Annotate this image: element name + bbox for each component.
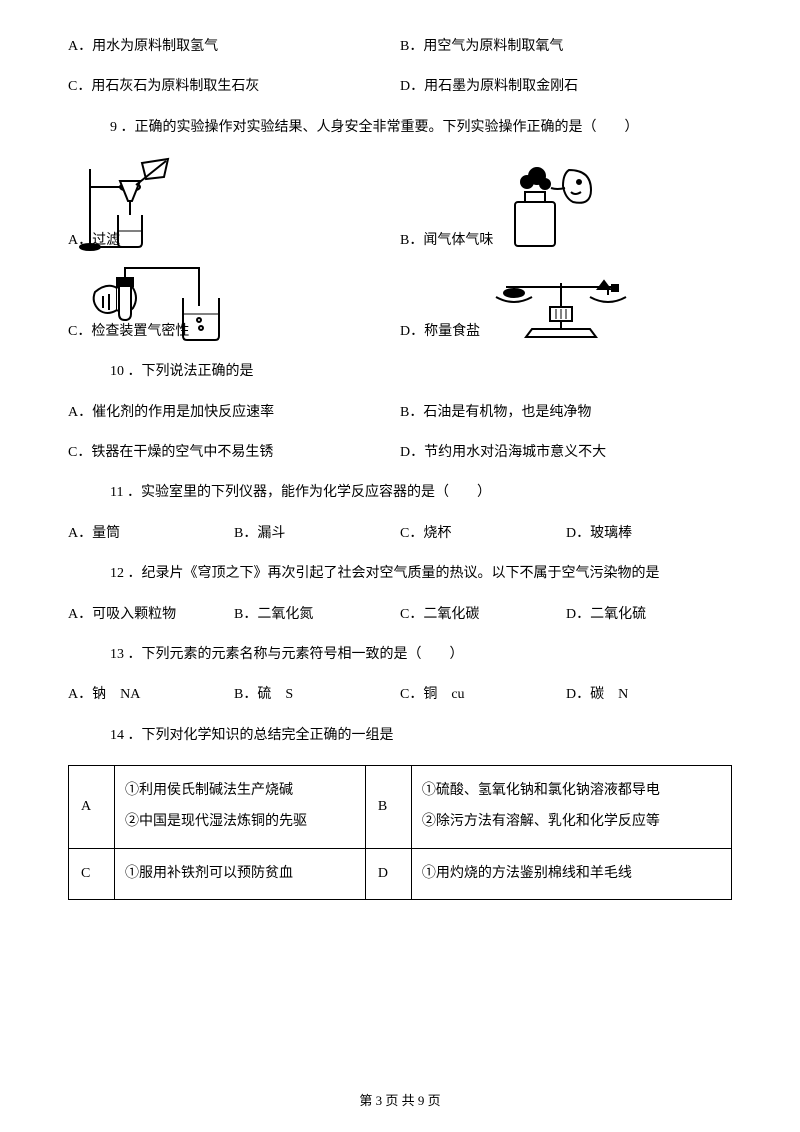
q10-opt-d: D．节约用水对沿海城市意义不大 bbox=[400, 442, 732, 464]
q12-opt-c: C．二氧化碳 bbox=[400, 604, 566, 626]
q14-d-l1: ①用灼烧的方法鉴别棉线和羊毛线 bbox=[422, 859, 721, 890]
q14-c-l1: ①服用补铁剂可以预防贫血 bbox=[125, 859, 355, 890]
q9-opt-b: B．闻气体气味 bbox=[400, 230, 493, 252]
table-row: C ①服用补铁剂可以预防贫血 D ①用灼烧的方法鉴别棉线和羊毛线 bbox=[69, 848, 732, 900]
q14-label-c: C bbox=[69, 848, 115, 900]
q8-opt-c: C．用石灰石为原料制取生石灰 bbox=[68, 76, 400, 98]
q10-row2: C．铁器在干燥的空气中不易生锈 D．节约用水对沿海城市意义不大 bbox=[68, 442, 732, 464]
q14-stem: 14 ．下列对化学知识的总结完全正确的一组是 bbox=[68, 725, 732, 747]
q14-a-l1: ①利用侯氏制碱法生产烧碱 bbox=[125, 776, 355, 807]
q14-label-b: B bbox=[365, 766, 411, 849]
q11-opts: A．量筒 B．漏斗 C．烧杯 D．玻璃棒 bbox=[68, 523, 732, 545]
balance-icon bbox=[486, 263, 636, 343]
q14-cell-d: ①用灼烧的方法鉴别棉线和羊毛线 bbox=[411, 848, 731, 900]
smell-icon bbox=[499, 162, 599, 252]
q8-row1: A．用水为原料制取氢气 B．用空气为原料制取氧气 bbox=[68, 36, 732, 58]
page-footer: 第 3 页 共 9 页 bbox=[0, 1091, 800, 1112]
q14-cell-a: ①利用侯氏制碱法生产烧碱 ②中国是现代湿法炼铜的先驱 bbox=[115, 766, 366, 849]
q10-row1: A．催化剂的作用是加快反应速率 B．石油是有机物，也是纯净物 bbox=[68, 402, 732, 424]
table-row: A ①利用侯氏制碱法生产烧碱 ②中国是现代湿法炼铜的先驱 B ①硫酸、氢氧化钠和… bbox=[69, 766, 732, 849]
q13-stem: 13 ．下列元素的元素名称与元素符号相一致的是（ ） bbox=[68, 644, 732, 666]
q13-opt-c: C．铜 cu bbox=[400, 684, 566, 706]
q14-label-d: D bbox=[365, 848, 411, 900]
q8-opt-a: A．用水为原料制取氢气 bbox=[68, 36, 400, 58]
q12-opt-b: B．二氧化氮 bbox=[234, 604, 400, 626]
q13-opt-a: A．钠 NA bbox=[68, 684, 234, 706]
q11-opt-d: D．玻璃棒 bbox=[566, 523, 732, 545]
q10-opt-a: A．催化剂的作用是加快反应速率 bbox=[68, 402, 400, 424]
q13-opts: A．钠 NA B．硫 S C．铜 cu D．碳 N bbox=[68, 684, 732, 706]
q9-row1: A．过滤 bbox=[68, 157, 732, 252]
q12-opt-a: A．可吸入颗粒物 bbox=[68, 604, 234, 626]
q11-opt-c: C．烧杯 bbox=[400, 523, 566, 545]
airtight-icon bbox=[89, 258, 239, 343]
q11-opt-b: B．漏斗 bbox=[234, 523, 400, 545]
q8-opt-b: B．用空气为原料制取氧气 bbox=[400, 36, 732, 58]
q10-opt-b: B．石油是有机物，也是纯净物 bbox=[400, 402, 732, 424]
q14-table: A ①利用侯氏制碱法生产烧碱 ②中国是现代湿法炼铜的先驱 B ①硫酸、氢氧化钠和… bbox=[68, 765, 732, 900]
q9-opt-d: D．称量食盐 bbox=[400, 321, 480, 343]
q11-opt-a: A．量筒 bbox=[68, 523, 234, 545]
q11-stem: 11 ．实验室里的下列仪器，能作为化学反应容器的是（ ） bbox=[68, 482, 732, 504]
q12-opts: A．可吸入颗粒物 B．二氧化氮 C．二氧化碳 D．二氧化硫 bbox=[68, 604, 732, 626]
q14-cell-c: ①服用补铁剂可以预防贫血 bbox=[115, 848, 366, 900]
q9-row2: C．检查装置气密性 bbox=[68, 258, 732, 343]
q8-opt-d: D．用石墨为原料制取金刚石 bbox=[400, 76, 732, 98]
q14-b-l1: ①硫酸、氢氧化钠和氯化钠溶液都导电 bbox=[422, 776, 721, 807]
q12-stem: 12 ．纪录片《穹顶之下》再次引起了社会对空气质量的热议。以下不属于空气污染物的… bbox=[68, 563, 732, 585]
q10-opt-c: C．铁器在干燥的空气中不易生锈 bbox=[68, 442, 400, 464]
q12-opt-d: D．二氧化硫 bbox=[566, 604, 732, 626]
q13-opt-d: D．碳 N bbox=[566, 684, 732, 706]
q14-a-l2: ②中国是现代湿法炼铜的先驱 bbox=[125, 807, 355, 838]
q9-stem: 9 ．正确的实验操作对实验结果、人身安全非常重要。下列实验操作正确的是（ ） bbox=[68, 117, 732, 139]
q8-row2: C．用石灰石为原料制取生石灰 D．用石墨为原料制取金刚石 bbox=[68, 76, 732, 98]
q14-label-a: A bbox=[69, 766, 115, 849]
filter-icon bbox=[72, 157, 182, 252]
q14-b-l2: ②除污方法有溶解、乳化和化学反应等 bbox=[422, 807, 721, 838]
q13-opt-b: B．硫 S bbox=[234, 684, 400, 706]
q10-stem: 10 ．下列说法正确的是 bbox=[68, 361, 732, 383]
q14-cell-b: ①硫酸、氢氧化钠和氯化钠溶液都导电 ②除污方法有溶解、乳化和化学反应等 bbox=[411, 766, 731, 849]
